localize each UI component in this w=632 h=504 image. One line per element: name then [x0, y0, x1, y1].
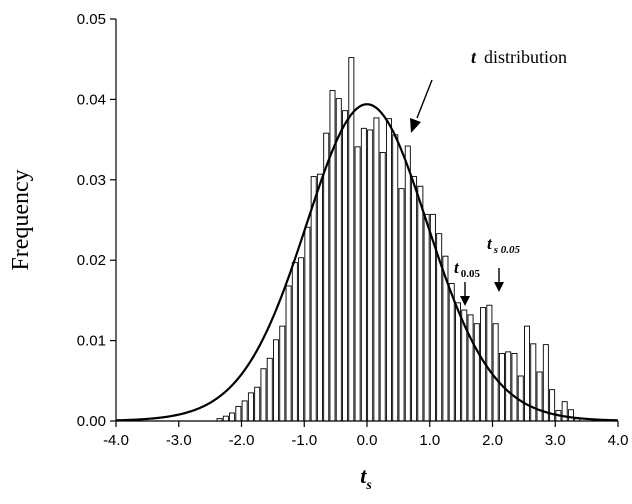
- annotation-t005-arrow-head: [460, 296, 470, 306]
- histogram-bar-29: [398, 188, 405, 422]
- curve-label: t distribution: [410, 47, 567, 133]
- histogram-bar-27: [385, 118, 392, 422]
- histogram-bar-12: [291, 262, 298, 422]
- y-tick-label-1: 0.01: [77, 333, 106, 350]
- histogram-bar-37: [448, 283, 455, 422]
- x-tick-label-3: -1.0: [291, 432, 317, 449]
- histogram-bar-23: [360, 127, 367, 422]
- x-axis-title: ts: [360, 463, 372, 493]
- x-tick-label-5: 1.0: [419, 432, 440, 449]
- x-axis-title-var: t: [360, 463, 367, 488]
- y-tick-label-0: 0.00: [77, 413, 106, 430]
- histogram-bar-19: [335, 98, 342, 422]
- svg-text:t0.05: t 0.05: [454, 258, 480, 280]
- histogram-bar-55: [561, 401, 568, 422]
- histogram-bar-53: [549, 389, 556, 422]
- x-axis-title-sub: s: [365, 478, 372, 493]
- annotation-t005-sub: 0.05: [461, 268, 481, 280]
- x-tick-label-7: 3.0: [545, 432, 566, 449]
- histogram-bar-38: [455, 302, 461, 422]
- histogram-bar-8: [266, 357, 273, 422]
- histogram-bar-32: [417, 185, 424, 422]
- annotation-t005-var: t: [454, 258, 460, 277]
- histogram-bar-3: [235, 406, 242, 422]
- histogram-bar-25: [373, 117, 380, 422]
- histogram-bar-31: [411, 176, 418, 422]
- histogram-bar-17: [323, 132, 330, 422]
- histogram-bar-26: [379, 152, 386, 422]
- curve-label-arrow-line: [416, 79, 433, 119]
- histogram-bar-22: [354, 146, 361, 422]
- histogram-bar-33: [423, 213, 430, 422]
- histogram-bar-51: [536, 371, 543, 422]
- histogram-bar-47: [511, 353, 518, 422]
- curve-label-var: t: [471, 47, 477, 67]
- t-distribution-curve: [115, 103, 619, 422]
- x-tick-label-1: -3.0: [166, 432, 192, 449]
- histogram-bar-43: [486, 304, 493, 422]
- histogram-bar-9: [273, 339, 280, 422]
- x-tick-label-0: -4.0: [103, 432, 129, 449]
- histogram-bar-49: [524, 325, 531, 422]
- histogram-bar-41: [473, 323, 480, 422]
- histogram-bar-44: [492, 323, 499, 422]
- annotation-ts005-sub: s 0.05: [493, 244, 521, 256]
- y-axis-title: Frequency: [8, 169, 34, 270]
- histogram-bar-15: [310, 176, 317, 422]
- histogram-bar-46: [505, 351, 512, 422]
- histogram-bar-7: [260, 368, 267, 422]
- histogram-bar-52: [542, 344, 549, 422]
- annotation-ts005-var: t: [487, 234, 493, 253]
- y-ticks: 0.00 0.01 0.02 0.03 0.04 0.05: [77, 11, 116, 430]
- svg-text:ts 0.05: ts 0.05: [487, 234, 521, 256]
- histogram-bar-6: [254, 386, 261, 422]
- x-ticks: -4.0 -3.0 -2.0 -1.0 0.0 1.0 2.0 3.0 4.0: [103, 421, 628, 449]
- x-tick-label-8: 4.0: [608, 432, 629, 449]
- histogram-bar-4: [241, 400, 248, 422]
- histogram-bar-5: [247, 392, 254, 422]
- histogram-bar-18: [329, 90, 336, 422]
- histogram-bar-28: [392, 134, 399, 422]
- axes: [115, 19, 618, 422]
- y-tick-label-3: 0.03: [77, 172, 106, 189]
- y-tick-label-2: 0.02: [77, 252, 106, 269]
- histogram-bar-11: [285, 285, 292, 422]
- histogram-bar-40: [467, 314, 474, 422]
- y-tick-label-5: 0.05: [77, 11, 106, 28]
- histogram-bar-10: [279, 325, 286, 422]
- curve-label-text: distribution: [484, 47, 567, 67]
- x-tick-label-2: -2.0: [229, 432, 255, 449]
- curve-label-arrow-head: [410, 118, 421, 133]
- histogram-bar-56: [567, 409, 574, 422]
- histogram-bar-16: [316, 173, 323, 422]
- y-tick-label-4: 0.04: [77, 91, 106, 108]
- x-tick-label-6: 2.0: [482, 432, 503, 449]
- histogram-bar-1: [222, 415, 229, 422]
- histogram-bar-30: [404, 145, 411, 422]
- annotation-t005: t 0.05: [454, 258, 480, 306]
- histogram-bars: [216, 57, 581, 422]
- histogram-bar-24: [367, 129, 374, 422]
- histogram-bar-14: [304, 226, 311, 422]
- histogram-bar-13: [298, 257, 305, 422]
- histogram-bar-2: [229, 412, 236, 422]
- x-tick-label-4: 0.0: [357, 432, 378, 449]
- histogram-bar-20: [342, 110, 349, 422]
- annotation-ts005-arrow-head: [494, 282, 504, 292]
